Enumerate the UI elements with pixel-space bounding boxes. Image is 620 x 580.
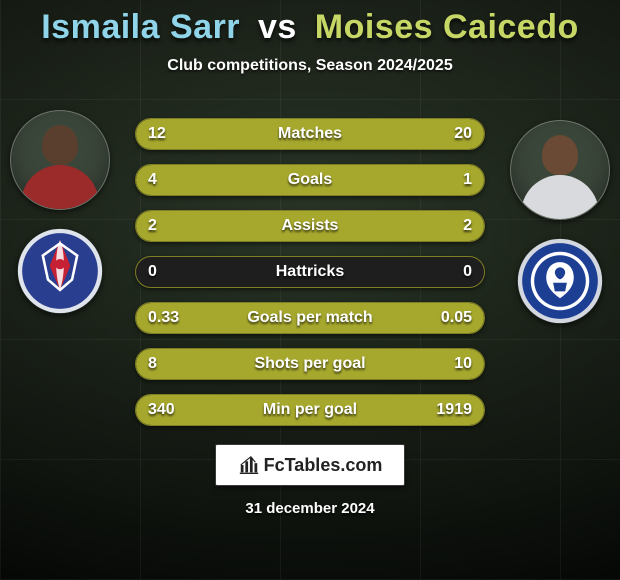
subtitle: Club competitions, Season 2024/2025 [0, 57, 620, 75]
bar-chart-icon [238, 454, 260, 476]
bar-label: Goals [136, 165, 484, 195]
bar-value-right: 1 [463, 165, 472, 195]
bar-value-left: 2 [148, 211, 157, 241]
bar-value-right: 10 [454, 349, 472, 379]
bar-value-left: 0 [148, 257, 157, 287]
stat-bar: Shots per goal8 10 [135, 348, 485, 380]
date-text: 31 december 2024 [0, 500, 620, 517]
chelsea-badge-icon [517, 238, 603, 324]
stat-bar: Goals per match0.33 0.05 [135, 302, 485, 334]
bar-value-left: 340 [148, 395, 175, 425]
bar-label: Hattricks [136, 257, 484, 287]
avatar-body [521, 175, 599, 220]
bar-value-left: 4 [148, 165, 157, 195]
stat-bar: Assists2 2 [135, 210, 485, 242]
stat-bar: Min per goal340 1919 [135, 394, 485, 426]
player1-name: Ismaila Sarr [41, 8, 240, 46]
bar-value-left: 0.33 [148, 303, 179, 333]
bar-value-right: 20 [454, 119, 472, 149]
avatar-body [21, 165, 99, 210]
bar-value-right: 2 [463, 211, 472, 241]
bar-value-right: 0.05 [441, 303, 472, 333]
bar-label: Min per goal [136, 395, 484, 425]
bar-label: Shots per goal [136, 349, 484, 379]
bar-value-right: 1919 [436, 395, 472, 425]
stat-bar: Matches12 20 [135, 118, 485, 150]
left-column [10, 110, 110, 314]
player2-club-badge [517, 238, 603, 324]
bar-value-right: 0 [463, 257, 472, 287]
player1-club-badge [17, 228, 103, 314]
comparison-title: Ismaila Sarr vs Moises Caicedo [0, 0, 620, 47]
vs-text: vs [258, 8, 297, 46]
fctables-logo: FcTables.com [215, 444, 405, 486]
bar-value-left: 12 [148, 119, 166, 149]
right-column [510, 120, 610, 324]
bar-label: Assists [136, 211, 484, 241]
player2-avatar [510, 120, 610, 220]
crystal-palace-badge-icon [17, 228, 103, 314]
stat-bar: Hattricks0 0 [135, 256, 485, 288]
player2-name: Moises Caicedo [315, 8, 579, 46]
stat-bars: Matches12 20 Goals4 1 Assists2 2 Hattricks0 0 Go… [135, 118, 485, 426]
logo-text: FcTables.com [264, 455, 383, 476]
avatar-head [542, 135, 578, 175]
stat-bar: Goals4 1 [135, 164, 485, 196]
bar-value-left: 8 [148, 349, 157, 379]
bar-label: Matches [136, 119, 484, 149]
bar-label: Goals per match [136, 303, 484, 333]
player1-avatar [10, 110, 110, 210]
avatar-head [42, 125, 78, 165]
